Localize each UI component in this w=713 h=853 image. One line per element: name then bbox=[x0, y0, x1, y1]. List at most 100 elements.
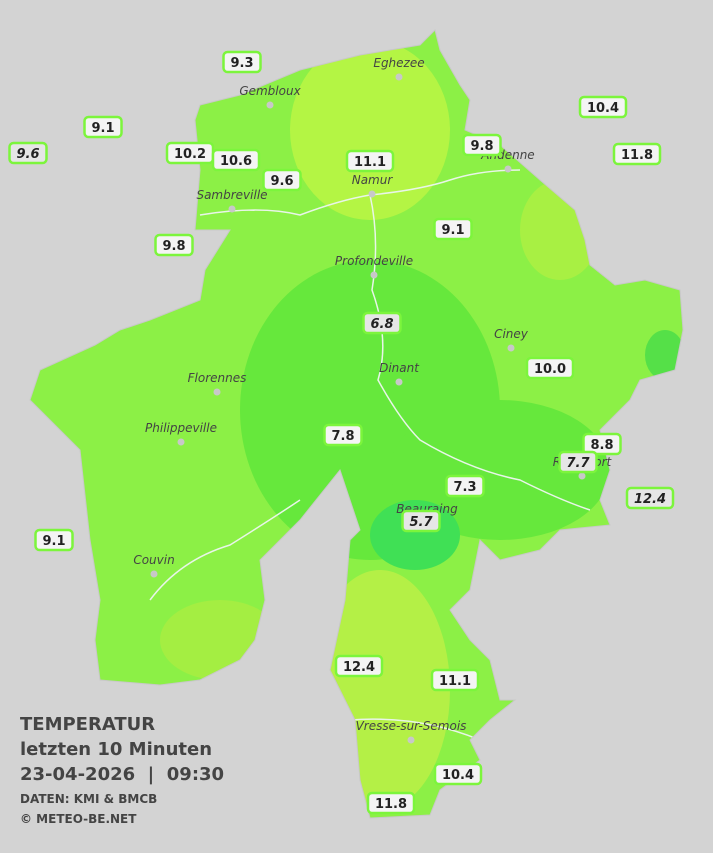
city-dot bbox=[177, 438, 185, 446]
station-box bbox=[8, 141, 48, 165]
station-box bbox=[582, 432, 622, 456]
station-value: 5.7 bbox=[409, 515, 433, 530]
map-subtitle: letzten 10 Minuten bbox=[20, 739, 212, 760]
station-box bbox=[558, 450, 598, 474]
station-value: 6.8 bbox=[370, 317, 393, 332]
station-value: 10.4 bbox=[442, 768, 474, 783]
station-value: 9.1 bbox=[91, 121, 114, 136]
station-box bbox=[222, 50, 262, 74]
source: DATEN: KMI & BMCB bbox=[20, 792, 157, 806]
city-name: Vresse-sur-Semois bbox=[356, 719, 467, 733]
station: 7.7 bbox=[558, 450, 598, 474]
credit: © METEO-BE.NET bbox=[20, 812, 137, 826]
station-box bbox=[334, 654, 384, 678]
station-box bbox=[34, 528, 74, 552]
city-name: Namur bbox=[352, 173, 394, 187]
station: 11.8 bbox=[366, 791, 416, 815]
station: 10.2 bbox=[165, 141, 215, 165]
station-box bbox=[262, 168, 302, 192]
station-box bbox=[366, 791, 416, 815]
station: 10.0 bbox=[525, 356, 575, 380]
station: 6.8 bbox=[362, 311, 402, 335]
station-value: 7.7 bbox=[566, 456, 590, 471]
station: 7.8 bbox=[323, 423, 363, 447]
station: 9.1 bbox=[83, 115, 123, 139]
station: 10.6 bbox=[211, 148, 261, 172]
station-value: 10.4 bbox=[587, 101, 619, 116]
station: 9.1 bbox=[433, 217, 473, 241]
station-box bbox=[154, 233, 194, 257]
station-value: 12.4 bbox=[634, 492, 666, 507]
city-dot bbox=[266, 101, 274, 109]
city-dot bbox=[368, 190, 376, 198]
station: 7.3 bbox=[445, 474, 485, 498]
station-box bbox=[362, 311, 402, 335]
city-dot bbox=[407, 736, 415, 744]
station-value: 9.6 bbox=[16, 147, 39, 162]
station-box bbox=[345, 149, 395, 173]
city-name: Couvin bbox=[133, 553, 174, 567]
station-value: 7.3 bbox=[453, 480, 476, 495]
city-dot bbox=[395, 378, 403, 386]
city-dot bbox=[228, 205, 236, 213]
station: 9.8 bbox=[154, 233, 194, 257]
station: 9.3 bbox=[222, 50, 262, 74]
city-name: Florennes bbox=[188, 371, 247, 385]
city-dot bbox=[507, 344, 515, 352]
map-title: TEMPERATUR bbox=[20, 714, 155, 735]
station-box bbox=[625, 486, 675, 510]
station-value: 10.0 bbox=[534, 362, 566, 377]
station-box bbox=[433, 762, 483, 786]
city-dot bbox=[213, 388, 221, 396]
station-value: 11.1 bbox=[354, 155, 386, 170]
station: 9.8 bbox=[462, 133, 502, 157]
station-box bbox=[83, 115, 123, 139]
station-box bbox=[612, 142, 662, 166]
city-dot bbox=[578, 472, 586, 480]
station: 9.1 bbox=[34, 528, 74, 552]
station-box bbox=[323, 423, 363, 447]
labels: EghezeeGemblouxAndenneNamurSambrevillePr… bbox=[8, 50, 675, 815]
station-box bbox=[211, 148, 261, 172]
station: 11.1 bbox=[345, 149, 395, 173]
station-value: 9.8 bbox=[162, 239, 185, 254]
city-dot bbox=[370, 271, 378, 279]
city-dot bbox=[150, 570, 158, 578]
city-name: Eghezee bbox=[373, 56, 424, 70]
station-value: 11.8 bbox=[375, 797, 407, 812]
station-value: 10.2 bbox=[174, 147, 206, 162]
city-dot bbox=[504, 165, 512, 173]
station-value: 9.3 bbox=[230, 56, 253, 71]
station-value: 9.1 bbox=[42, 534, 65, 549]
station-value: 9.6 bbox=[270, 174, 293, 189]
city-name: Ciney bbox=[494, 327, 529, 341]
station: 10.4 bbox=[578, 95, 628, 119]
station-value: 11.1 bbox=[439, 674, 471, 689]
timestamp: 23-04-2026 | 09:30 bbox=[20, 764, 224, 785]
city-name: Philippeville bbox=[145, 421, 217, 435]
station: 5.7 bbox=[401, 509, 441, 533]
station: 12.4 bbox=[625, 486, 675, 510]
station: 11.1 bbox=[430, 668, 480, 692]
station: 8.8 bbox=[582, 432, 622, 456]
station: 9.6 bbox=[262, 168, 302, 192]
station-value: 7.8 bbox=[331, 429, 354, 444]
city-name: Dinant bbox=[379, 361, 420, 375]
station: 10.4 bbox=[433, 762, 483, 786]
station-value: 9.8 bbox=[470, 139, 493, 154]
station-box bbox=[430, 668, 480, 692]
city-name: Gembloux bbox=[239, 84, 301, 98]
station-value: 8.8 bbox=[590, 438, 613, 453]
city-name: Profondeville bbox=[335, 254, 413, 268]
station-value: 10.6 bbox=[220, 154, 252, 169]
station-box bbox=[578, 95, 628, 119]
station-box bbox=[445, 474, 485, 498]
station-box bbox=[462, 133, 502, 157]
city-name: Sambreville bbox=[196, 188, 267, 202]
station-box bbox=[401, 509, 441, 533]
station-value: 12.4 bbox=[343, 660, 375, 675]
station: 9.6 bbox=[8, 141, 48, 165]
station-value: 9.1 bbox=[441, 223, 464, 238]
station-value: 11.8 bbox=[621, 148, 653, 163]
